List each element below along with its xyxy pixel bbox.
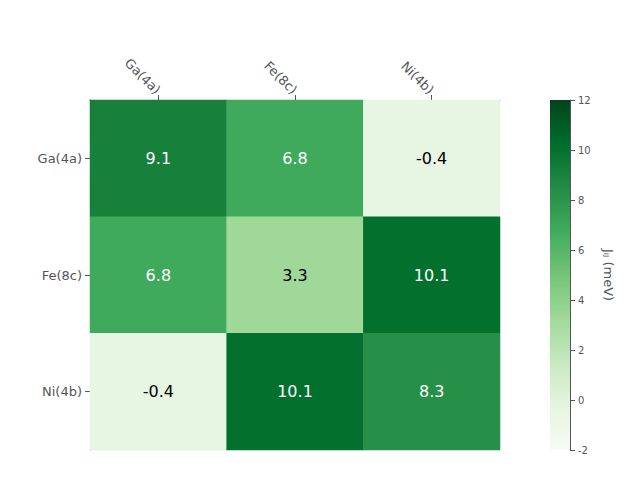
svg-text:10.1: 10.1 — [414, 266, 450, 285]
svg-text:2: 2 — [578, 345, 584, 356]
svg-text:8.3: 8.3 — [419, 382, 444, 401]
svg-text:Fe(8c): Fe(8c) — [261, 58, 300, 97]
svg-text:0: 0 — [578, 395, 584, 406]
svg-text:Ni(4b): Ni(4b) — [398, 58, 437, 97]
svg-text:Fe(8c): Fe(8c) — [42, 268, 82, 283]
svg-text:8: 8 — [578, 195, 584, 206]
svg-text:-0.4: -0.4 — [143, 382, 174, 401]
svg-text:-2: -2 — [578, 445, 588, 456]
svg-text:-0.4: -0.4 — [416, 149, 447, 168]
svg-text:Ga(4a): Ga(4a) — [38, 151, 82, 166]
svg-text:10.1: 10.1 — [277, 382, 313, 401]
svg-text:3.3: 3.3 — [282, 266, 307, 285]
svg-text:Ga(4a): Ga(4a) — [122, 55, 164, 97]
svg-text:12: 12 — [578, 95, 591, 106]
svg-text:9.1: 9.1 — [146, 149, 171, 168]
svg-text:6.8: 6.8 — [282, 149, 307, 168]
svg-text:Ni(4b): Ni(4b) — [42, 384, 82, 399]
svg-text:10: 10 — [578, 145, 591, 156]
svg-text:6: 6 — [578, 245, 584, 256]
svg-text:Jᵢⱼ (meV): Jᵢⱼ (meV) — [601, 248, 616, 301]
svg-text:6.8: 6.8 — [146, 266, 171, 285]
svg-text:4: 4 — [578, 295, 584, 306]
